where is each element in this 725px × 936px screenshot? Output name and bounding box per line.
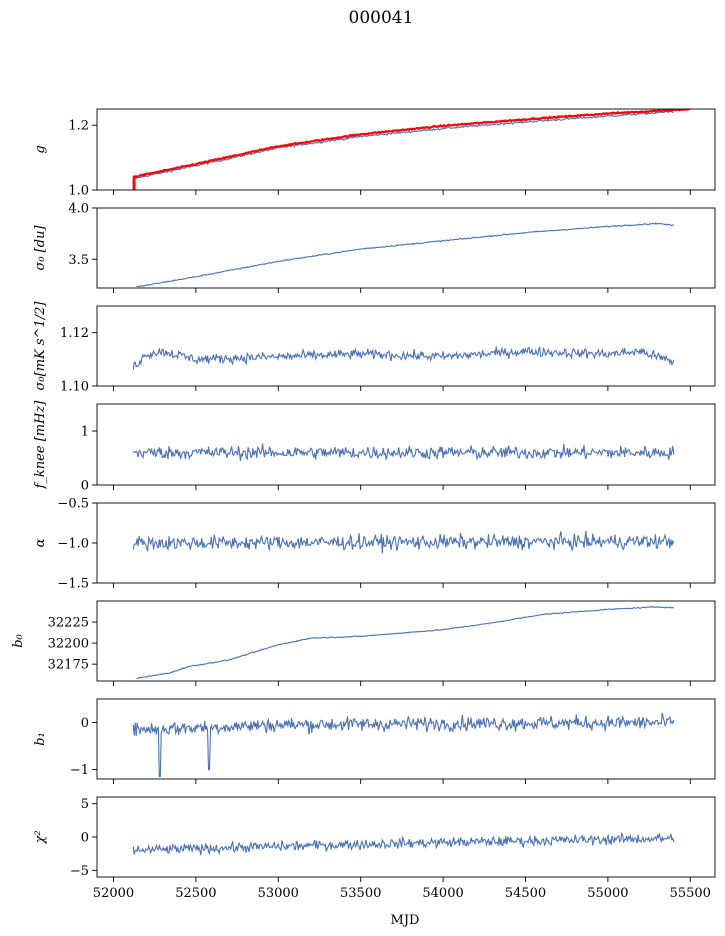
- axes-frame-b1: [96, 698, 716, 780]
- y-tick-label-fknee: 0: [81, 479, 89, 494]
- x-tick-label: 54500: [505, 886, 546, 901]
- y-tick-label-b0: 32200: [48, 637, 89, 652]
- x-tick-label: 54000: [422, 886, 463, 901]
- y-tick-label-chi2: 0: [81, 831, 89, 846]
- y-axis-label-sigma0_du: σ₀ [du]: [33, 225, 48, 271]
- panel-g: 1.0 1.2 g: [33, 108, 716, 199]
- series-line-sigma0_mks-blue: [132, 346, 675, 370]
- series-line-alpha-blue: [132, 530, 675, 554]
- y-tick-label-b0: 32175: [48, 658, 89, 673]
- axes-frame-b0: [96, 600, 716, 682]
- y-tick-label-g: 1.0: [68, 184, 89, 199]
- y-axis-label-b1: b₁: [33, 732, 48, 746]
- y-axis-label-alpha: α: [33, 538, 48, 547]
- x-tick-label: 52000: [93, 886, 134, 901]
- y-tick-label-b1: 0: [81, 716, 89, 731]
- y-tick-label-fknee: 1: [81, 425, 89, 440]
- series-line-sigma0_du-blue: [136, 222, 675, 288]
- y-tick-label-sigma0_du: 4.0: [68, 202, 89, 217]
- x-tick-label: 53500: [340, 886, 381, 901]
- y-axis-label-fknee: f_knee [mHz]: [33, 400, 48, 490]
- y-tick-label-b1: −1: [70, 763, 89, 778]
- y-tick-label-g: 1.2: [68, 119, 89, 134]
- series-line-g-blue: [133, 110, 674, 179]
- y-tick-label-b0: 32225: [48, 616, 89, 631]
- y-tick-label-chi2: 5: [81, 797, 89, 812]
- y-tick-label-chi2: −5: [70, 864, 89, 879]
- panel-chi2: −5 0 5 52000 52500 53000 53500 54000 54500 55000 5…: [33, 796, 716, 901]
- panel-sigma0_mks: 1.10 1.12 σ₀[mK s^1/2]: [33, 301, 716, 395]
- y-tick-label-sigma0_du: 3.5: [68, 253, 89, 268]
- y-axis-label-g: g: [33, 145, 48, 153]
- axes-frame-sigma0_mks: [96, 305, 716, 387]
- panels: 1.0 1.2 g 3.5 4.0 σ₀ [du] 1.10 1.12 σ₀[mK s^1/2]…: [11, 108, 716, 901]
- y-tick-label-sigma0_mks: 1.10: [60, 380, 89, 395]
- x-tick-label: 52500: [175, 886, 216, 901]
- y-tick-label-alpha: −1.0: [57, 537, 89, 552]
- panel-b0: 32175 32200 32225 b₀: [11, 600, 716, 686]
- y-tick-label-sigma0_mks: 1.12: [60, 326, 89, 341]
- y-tick-label-alpha: −1.5: [57, 577, 89, 592]
- y-tick-label-alpha: −0.5: [57, 497, 89, 512]
- series-line-g-red: [132, 109, 691, 179]
- panel-sigma0_du: 3.5 4.0 σ₀ [du]: [33, 202, 716, 293]
- x-axis-label: MJD: [391, 913, 420, 928]
- axes-frame-fknee: [96, 403, 716, 486]
- series-line-fknee-blue: [132, 443, 675, 461]
- y-axis-label-b0: b₀: [11, 633, 26, 647]
- y-axis-label-sigma0_mks: σ₀[mK s^1/2]: [33, 301, 48, 391]
- series-line-b1-blue: [132, 712, 675, 778]
- chart-title: 000041: [349, 8, 414, 28]
- panel-alpha: −1.5 −1.0 −0.5 α: [33, 497, 716, 592]
- x-tick-label: 53000: [258, 886, 299, 901]
- axes-frame-g: [96, 108, 716, 191]
- x-tick-label: 55000: [587, 886, 628, 901]
- series-line-chi2-blue: [132, 831, 675, 856]
- series-line-b0-blue: [136, 605, 675, 680]
- axes-frame-sigma0_du: [96, 207, 716, 289]
- y-axis-label-chi2: χ²: [33, 830, 48, 844]
- panel-b1: −1 0 b₁: [33, 698, 716, 784]
- panel-fknee: 0 1 f_knee [mHz]: [33, 400, 716, 494]
- x-tick-label: 55500: [670, 886, 711, 901]
